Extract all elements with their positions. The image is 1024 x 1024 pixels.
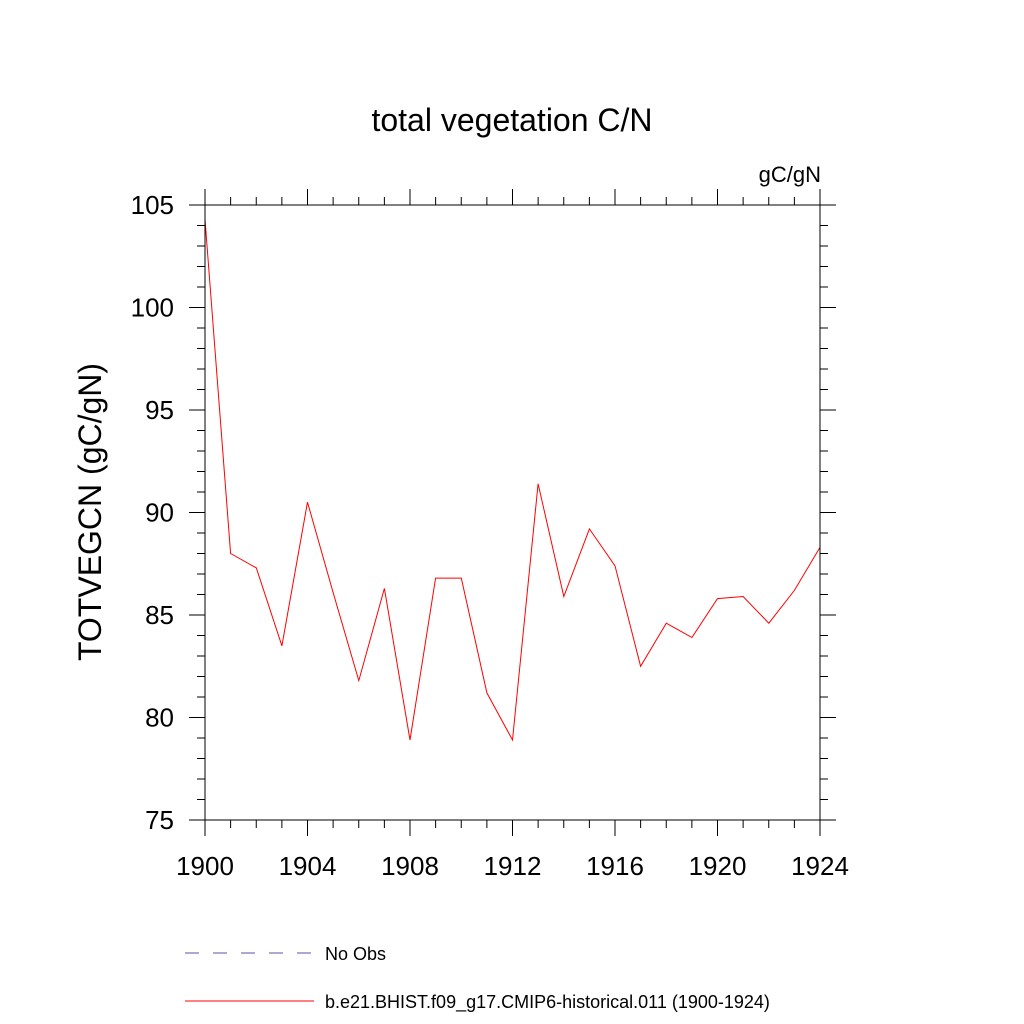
axis-ticks [189, 189, 836, 836]
y-tick-label: 90 [145, 498, 174, 528]
series-group [204, 219, 821, 742]
y-tick-label: 80 [145, 703, 174, 733]
series-line-1 [204, 219, 821, 742]
chart-title: total vegetation C/N [371, 102, 652, 138]
plot-frame [204, 204, 821, 821]
y-axis-label: TOTVEGCN (gC/gN) [72, 363, 108, 661]
legend: No Obs b.e21.BHIST.f09_g17.CMIP6-historic… [185, 944, 770, 1013]
x-tick-label: 1904 [279, 851, 337, 881]
axis-tick-labels: 1900 1904 1908 1912 1916 1920 1924 75 80 85 90 95 10… [131, 190, 849, 881]
x-tick-label: 1900 [176, 851, 234, 881]
y-tick-label: 75 [145, 805, 174, 835]
x-tick-label: 1912 [484, 851, 542, 881]
units-label: gC/gN [759, 162, 821, 187]
legend-label: No Obs [325, 944, 386, 964]
x-tick-label: 1920 [689, 851, 747, 881]
y-tick-label: 105 [131, 190, 174, 220]
legend-label: b.e21.BHIST.f09_g17.CMIP6-historical.011… [325, 992, 770, 1013]
x-tick-label: 1908 [381, 851, 439, 881]
y-tick-label: 95 [145, 395, 174, 425]
x-tick-label: 1916 [586, 851, 644, 881]
x-tick-label: 1924 [791, 851, 849, 881]
y-tick-label: 85 [145, 600, 174, 630]
y-tick-label: 100 [131, 293, 174, 323]
